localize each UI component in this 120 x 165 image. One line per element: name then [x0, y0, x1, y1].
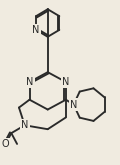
Text: N: N [32, 25, 40, 35]
Text: O: O [2, 139, 9, 149]
Text: N: N [62, 77, 70, 87]
Text: N: N [26, 77, 33, 87]
Text: N: N [21, 120, 28, 130]
Text: N: N [70, 100, 77, 110]
